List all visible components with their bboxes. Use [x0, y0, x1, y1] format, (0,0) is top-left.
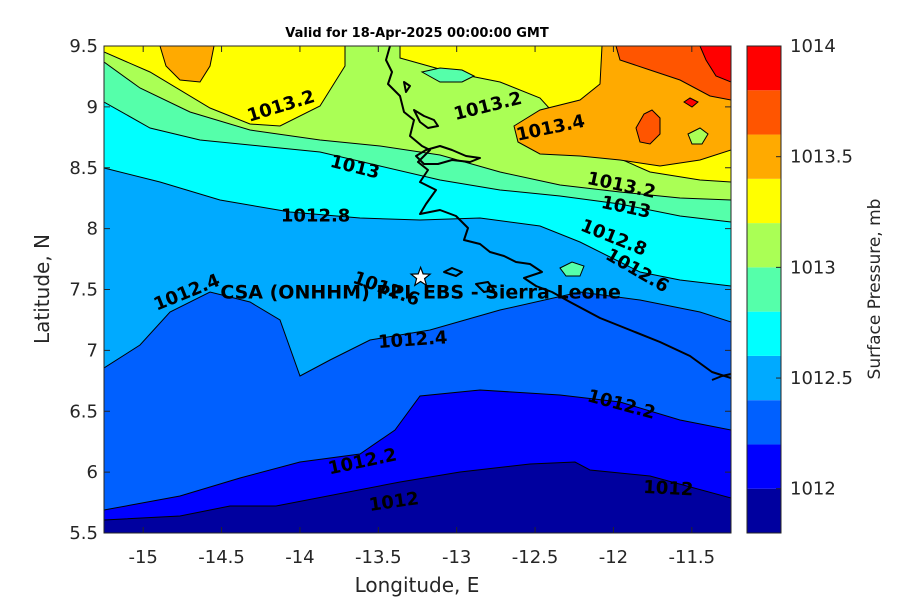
station-marker: CSA (ONHHM) PPL EBS - Sierra Leone: [220, 265, 621, 303]
colorbar-tick-label: 1012: [790, 479, 836, 500]
x-tick-label: -13: [442, 547, 471, 568]
y-axis: 5.5 6 6.5 7 7.5 8 8.5 9 9.5: [69, 36, 731, 544]
colorbar-band: [747, 355, 781, 401]
colorbar-band: [747, 444, 781, 489]
x-tick-label: -12: [599, 547, 628, 568]
station-star-icon: [409, 265, 432, 287]
colorbar-band: [747, 90, 781, 135]
y-axis-label: Latitude, N: [30, 234, 54, 344]
colorbar-band: [747, 488, 781, 533]
x-tick-label: -15: [128, 547, 157, 568]
band-1012-8-cell: [420, 67, 476, 83]
y-tick-label: 9.5: [69, 36, 98, 57]
x-tick-label: -14: [285, 547, 314, 568]
colorbar-band: [747, 400, 781, 445]
colorbar-tick-label: 1013: [790, 257, 836, 278]
band-1012-8-south: [559, 261, 585, 277]
band-1013-4-west: [159, 46, 215, 83]
colorbar-band: [747, 223, 781, 268]
x-tick-label: -11.5: [669, 547, 716, 568]
colorbar-frame: [746, 45, 782, 534]
colorbar-band: [747, 311, 781, 356]
y-tick-label: 6.5: [69, 401, 98, 422]
coastline: [385, 46, 731, 381]
contour-label: 1012: [643, 477, 694, 501]
colorbar-band: [747, 46, 781, 91]
colorbar: 1012 1012.5 1013 1013.5 1014 Surface Pressur…: [746, 36, 885, 534]
y-tick-label: 5.5: [69, 523, 98, 544]
band-1013-8-cell: [683, 97, 699, 108]
band-1013-2: [104, 46, 346, 127]
colorbar-tick-label: 1013.5: [790, 147, 853, 168]
band-1013-8: [699, 46, 731, 83]
y-tick-label: 7: [87, 340, 98, 361]
colorbar-tick-label: 1012.5: [790, 368, 853, 389]
colorbar-band: [747, 178, 781, 224]
contour-label: 1012.4: [377, 327, 448, 353]
chart-title: Valid for 18-Apr-2025 00:00:00 GMT: [285, 26, 549, 41]
y-tick-label: 9: [87, 97, 98, 118]
contour-label: 1012.8: [281, 205, 350, 226]
band-1013-6-cell: [635, 109, 661, 145]
x-tick-label: -14.5: [198, 547, 245, 568]
colorbar-tick-label: 1014: [790, 36, 836, 57]
x-tick-label: -12.5: [512, 547, 559, 568]
colorbar-band: [747, 267, 781, 312]
y-tick-label: 8: [87, 219, 98, 240]
band-1013-0-cell: [687, 127, 709, 145]
x-axis: -15 -14.5 -14 -13.5 -13 -12.5 -12 -11.5: [128, 46, 715, 568]
station-label: CSA (ONHHM) PPL EBS - Sierra Leone: [220, 281, 621, 303]
y-tick-label: 8.5: [69, 158, 98, 179]
x-tick-label: -13.5: [355, 547, 402, 568]
y-tick-label: 7.5: [69, 280, 98, 301]
colorbar-label: Surface Pressure, mb: [865, 199, 885, 380]
colorbar-band: [747, 134, 781, 179]
x-axis-label: Longitude, E: [355, 573, 480, 597]
band-1013-6: [615, 46, 731, 101]
y-tick-label: 6: [87, 462, 98, 483]
